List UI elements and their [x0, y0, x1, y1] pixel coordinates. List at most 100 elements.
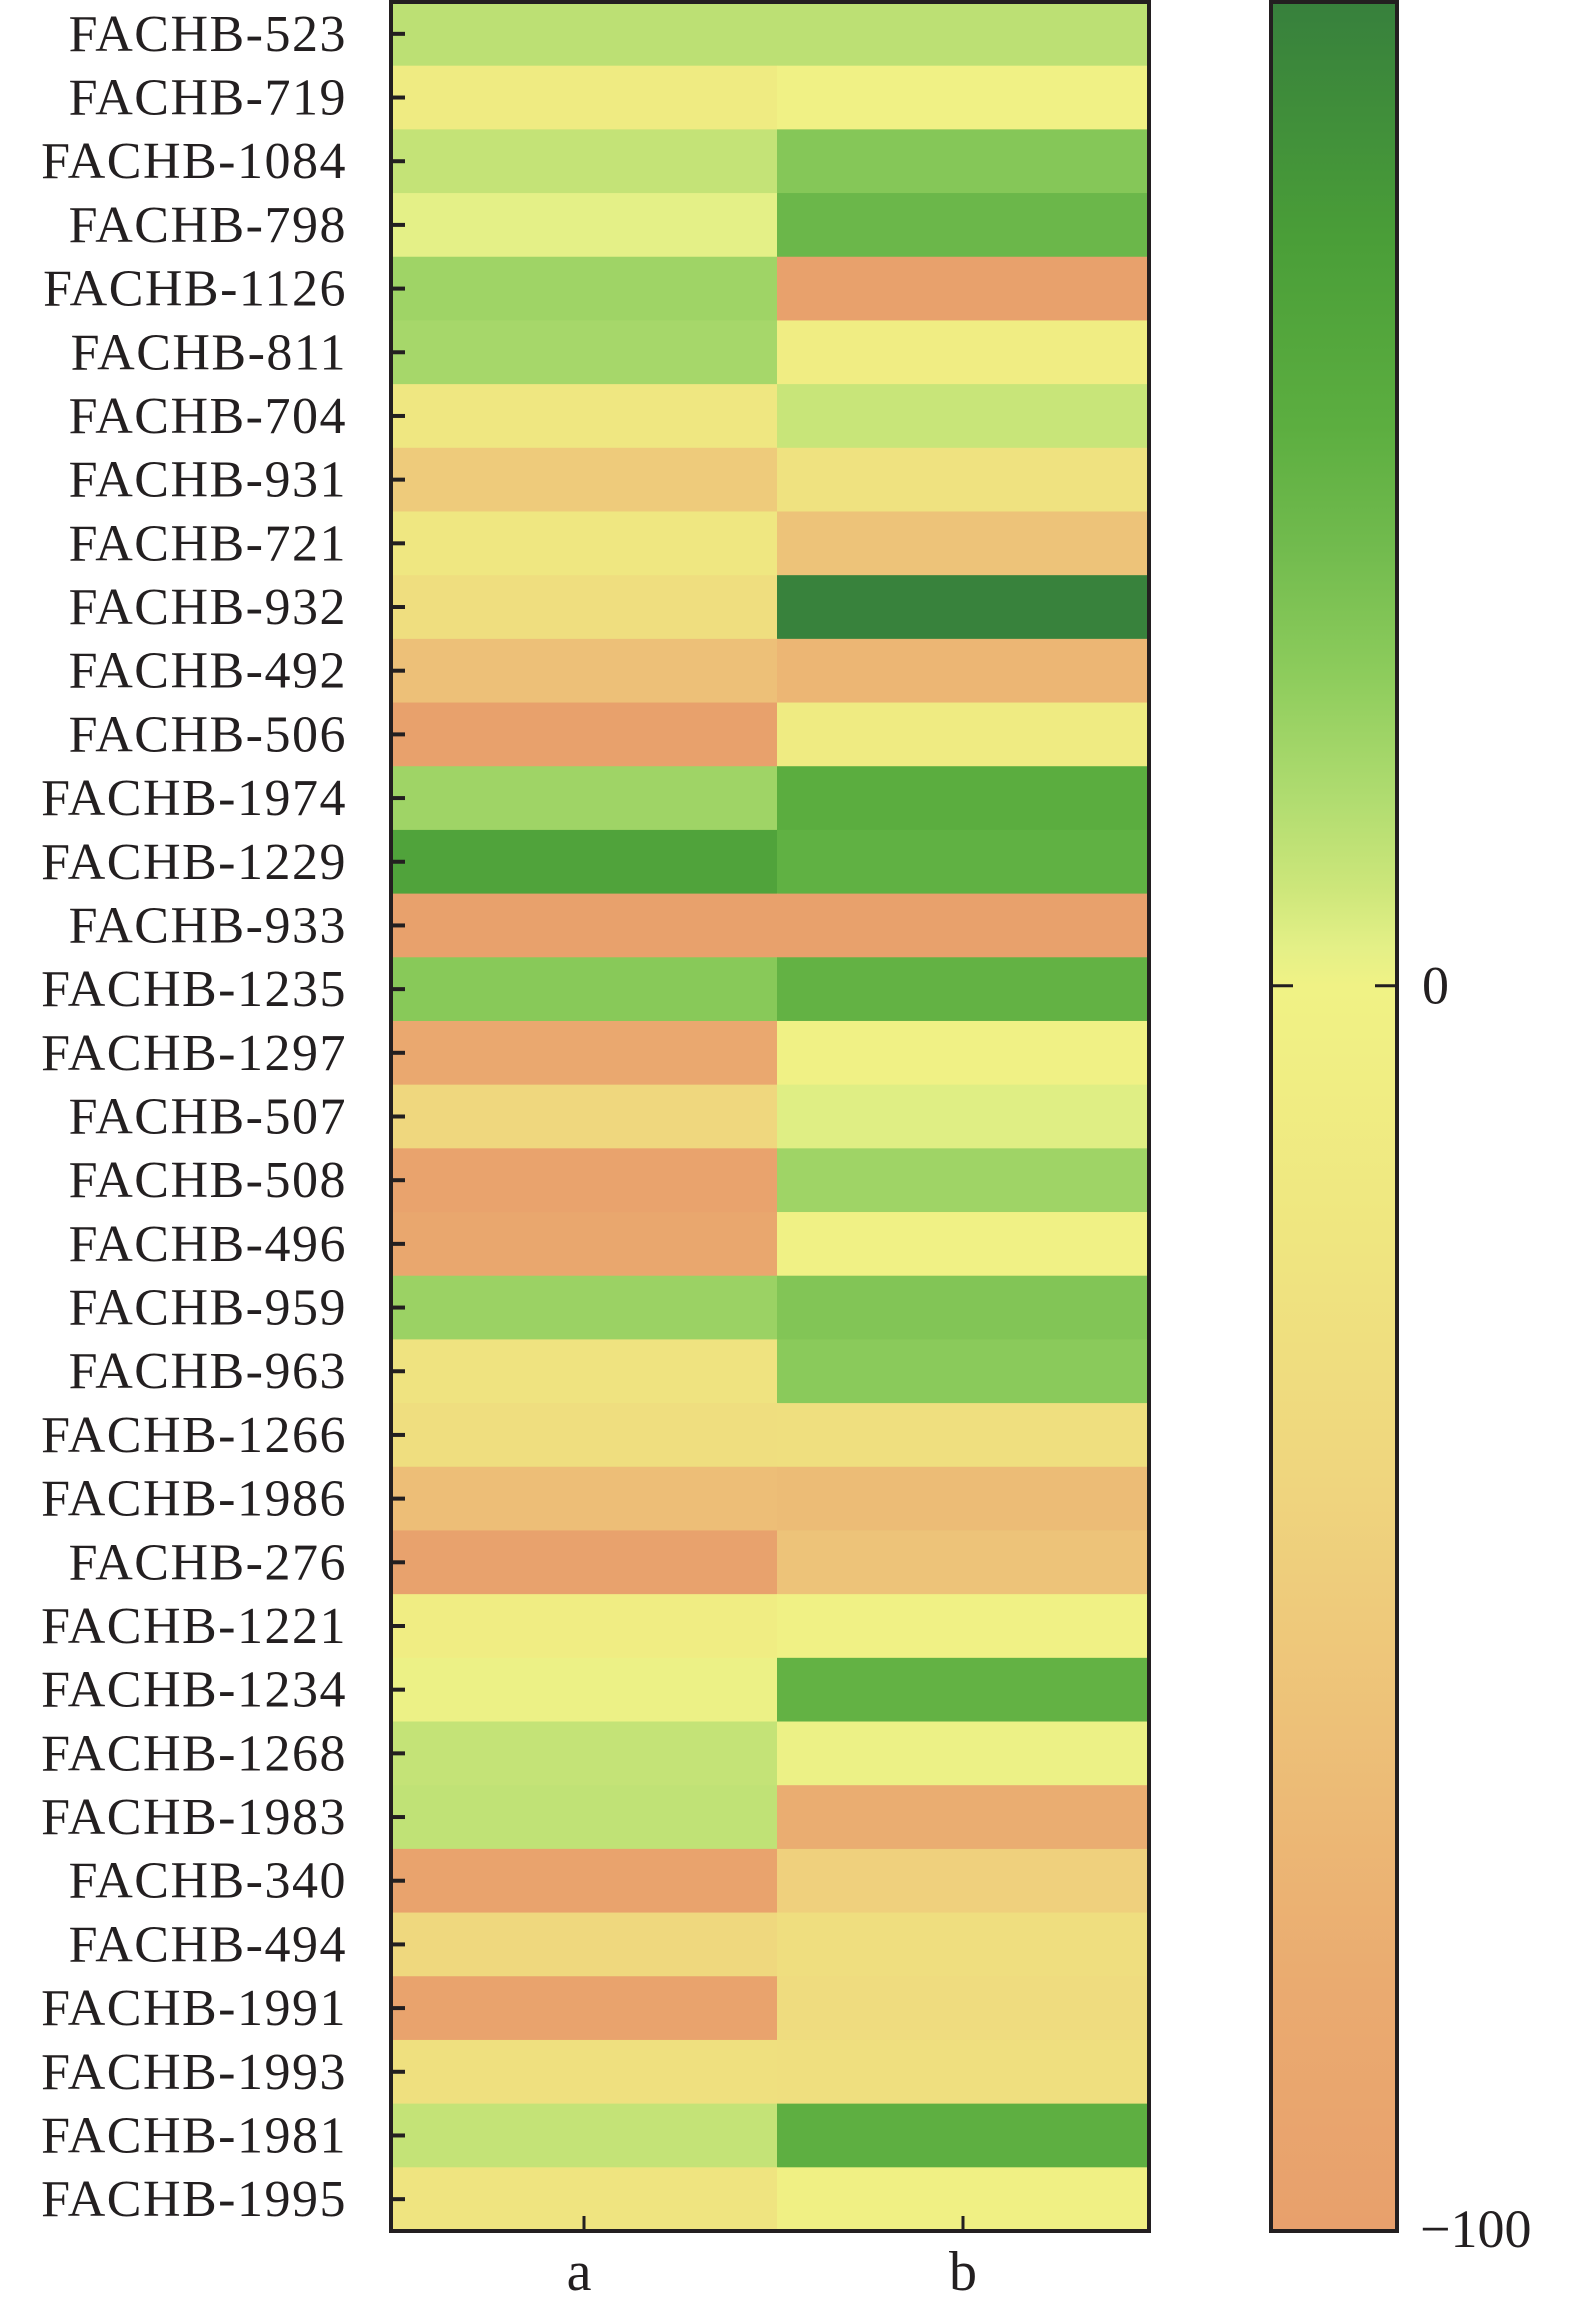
heatmap-cell	[777, 702, 1150, 767]
heatmap-cell	[777, 1785, 1150, 1850]
row-label: FACHB-1126	[43, 261, 347, 318]
heatmap-cell	[777, 1339, 1150, 1404]
colorbar-tick-label-zero: 0	[1422, 956, 1449, 1016]
heatmap-cell	[391, 1020, 778, 1086]
row-label: FACHB-492	[69, 643, 347, 700]
heatmap-cell	[777, 1530, 1150, 1595]
row-label: FACHB-276	[69, 1534, 347, 1591]
heatmap-cell	[391, 1403, 778, 1468]
row-label: FACHB-1229	[41, 834, 347, 891]
x-axis: a b	[567, 2216, 977, 2303]
heatmap-cell	[777, 1466, 1150, 1531]
heatmap-cell	[391, 957, 778, 1022]
row-label: FACHB-798	[69, 197, 347, 254]
heatmap-cell	[391, 129, 778, 194]
row-label: FACHB-1084	[41, 133, 347, 190]
row-label: FACHB-340	[69, 1853, 347, 1910]
row-label: FACHB-494	[69, 1916, 347, 1973]
plot-frame	[389, 0, 1151, 2233]
heatmap-cell	[777, 1657, 1150, 1723]
heatmap-cell	[391, 1212, 778, 1277]
row-label: FACHB-1268	[41, 1725, 347, 1782]
heatmap-cell	[777, 1212, 1150, 1277]
row-label: FACHB-496	[69, 1216, 347, 1273]
heatmap-cell	[777, 129, 1150, 194]
heatmap-cell	[777, 575, 1150, 640]
row-label: FACHB-1235	[41, 961, 347, 1018]
column-label-a: a	[567, 2241, 592, 2303]
heatmap-cell	[777, 2103, 1150, 2168]
row-ticks	[391, 31, 405, 2202]
row-label: FACHB-933	[69, 897, 347, 954]
row-label: FACHB-932	[69, 579, 347, 636]
heatmap-cell	[391, 1339, 778, 1404]
heatmap-cell	[391, 1721, 778, 1786]
heatmap-cells	[391, 2, 1150, 2232]
row-label: FACHB-1266	[41, 1407, 347, 1464]
row-label: FACHB-1991	[41, 1980, 347, 2037]
heatmap-cell	[391, 575, 778, 640]
heatmap-cell	[391, 2039, 778, 2105]
heatmap-cell	[777, 638, 1150, 704]
heatmap-cell	[391, 447, 778, 512]
row-label: FACHB-721	[69, 515, 347, 572]
heatmap-cell	[391, 1657, 778, 1723]
heatmap-cell	[391, 511, 778, 576]
heatmap-cell	[777, 320, 1150, 385]
heatmap-cell	[391, 320, 778, 385]
heatmap-cell	[391, 1084, 778, 1149]
heatmap-cell	[777, 766, 1150, 831]
heatmap-cell	[777, 447, 1150, 512]
row-label: FACHB-963	[69, 1343, 347, 1400]
heatmap-cell	[391, 1976, 778, 2041]
row-label: FACHB-523	[69, 6, 347, 63]
column-label-b: b	[949, 2241, 977, 2303]
heatmap-cell	[777, 2039, 1150, 2105]
heatmap-cell	[777, 1084, 1150, 1149]
heatmap-cell	[391, 384, 778, 449]
heatmap-cell	[391, 256, 778, 321]
heatmap-cell	[391, 1466, 778, 1531]
heatmap-cell	[391, 638, 778, 704]
heatmap-cell	[391, 2103, 778, 2168]
row-label: FACHB-1234	[41, 1662, 347, 1719]
heatmap-cell	[777, 957, 1150, 1022]
heatmap-cell	[391, 193, 778, 258]
row-label: FACHB-1974	[41, 770, 347, 827]
heatmap-cell	[777, 193, 1150, 258]
row-label: FACHB-1986	[41, 1471, 347, 1528]
row-label: FACHB-1221	[41, 1598, 347, 1655]
row-label: FACHB-1981	[41, 2107, 347, 2164]
row-labels: FACHB-523 FACHB-719 FACHB-1084 FACHB-798 FAC…	[41, 6, 347, 2228]
heatmap-cell	[391, 2, 778, 67]
heatmap-cell	[391, 1594, 778, 1659]
heatmap-cell	[391, 1275, 778, 1340]
row-label: FACHB-704	[69, 388, 347, 445]
row-label: FACHB-931	[69, 452, 347, 509]
heatmap-cell	[391, 1530, 778, 1595]
row-label: FACHB-1995	[41, 2171, 347, 2228]
heatmap-cell	[777, 1148, 1150, 1213]
row-label: FACHB-811	[71, 324, 347, 381]
heatmap-cell	[391, 766, 778, 831]
heatmap-cell	[391, 829, 778, 895]
heatmap-cell	[777, 1721, 1150, 1786]
row-label: FACHB-1983	[41, 1789, 347, 1846]
heatmap-cell	[391, 893, 778, 958]
heatmap-cell	[777, 65, 1150, 130]
row-label: FACHB-507	[69, 1089, 347, 1146]
colorbar-tick-label-min: −100	[1420, 2199, 1531, 2259]
heatmap-cell	[391, 1148, 778, 1213]
heatmap-cell	[777, 1020, 1150, 1086]
heatmap-cell	[777, 1275, 1150, 1340]
colorbar: 0 −100	[1269, 0, 1531, 2259]
colorbar-fill	[1271, 2, 1397, 2231]
heatmap-cell	[391, 1912, 778, 1977]
heatmap-cell	[391, 1785, 778, 1850]
heatmap-cell	[777, 1848, 1150, 1914]
heatmap-cell	[777, 1976, 1150, 2041]
colorbar-frame	[1269, 0, 1399, 2233]
row-label: FACHB-719	[69, 70, 347, 127]
heatmap-cell	[777, 829, 1150, 895]
